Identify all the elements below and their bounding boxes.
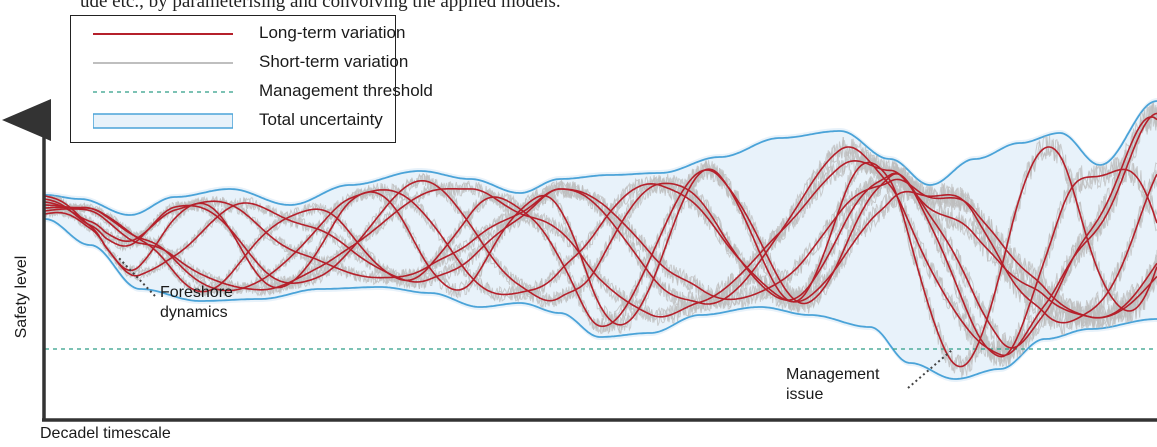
short-term-variation-line	[44, 168, 1157, 329]
legend-item-short-term: Short-term variation	[71, 48, 408, 78]
long-term-variation-line	[44, 146, 1157, 368]
legend-label: Long-term variation	[259, 23, 406, 42]
legend-label: Total uncertainty	[259, 110, 383, 129]
legend-item-uncertainty: Total uncertainty	[71, 106, 395, 136]
short-term-variation-line	[44, 162, 1157, 335]
legend-label: Short-term variation	[259, 52, 409, 71]
legend: Long-term variation Short-term variation…	[70, 15, 433, 143]
long-term-variation-line	[44, 112, 1157, 357]
short-term-variation-line	[44, 152, 1157, 329]
annotation-foreshore: Foreshore dynamics	[160, 283, 233, 323]
annotation-management: Management issue	[786, 365, 879, 405]
foreshore-leader-line	[116, 255, 156, 297]
long-term-variation-line	[44, 178, 1157, 319]
caption-fragment: ude etc., by parameterising and convolvi…	[80, 0, 561, 12]
legend-item-threshold: Management threshold	[71, 77, 433, 107]
annotation-foreshore-line-1: Foreshore	[160, 284, 233, 301]
uncertainty-swatch-icon	[93, 113, 233, 129]
threshold-swatch-icon	[93, 91, 233, 93]
long-term-variation-group	[44, 112, 1157, 368]
long-term-variation-line	[44, 173, 1157, 324]
uncertainty-lower-edge	[44, 218, 1157, 380]
long-term-variation-line	[44, 159, 1157, 319]
long-term-swatch-icon	[93, 33, 233, 35]
short-term-swatch-icon	[93, 62, 233, 64]
y-axis-label: Safety level	[13, 255, 30, 339]
annotation-management-line-1: Management	[786, 366, 880, 383]
uncertainty-upper-edge	[45, 100, 1157, 216]
x-axis-label: Decadel timescale	[40, 425, 171, 442]
annotation-management-line-2: issue	[786, 386, 824, 403]
legend-item-long-term: Long-term variation	[71, 19, 405, 49]
short-term-variation-line	[44, 136, 1157, 378]
legend-label: Management threshold	[259, 81, 433, 100]
short-term-variation-line	[44, 136, 1157, 376]
long-term-variation-line	[44, 168, 1157, 358]
annotation-foreshore-line-2: dynamics	[160, 304, 228, 321]
